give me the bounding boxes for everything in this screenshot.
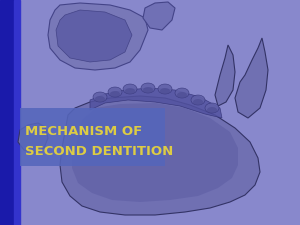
Ellipse shape [141,83,155,93]
Ellipse shape [158,84,172,94]
Bar [14,0,20,225]
Ellipse shape [125,88,135,94]
Polygon shape [60,96,260,215]
Ellipse shape [93,92,107,102]
Ellipse shape [110,91,120,97]
Bar [0,0,14,225]
Polygon shape [235,38,268,118]
Ellipse shape [95,96,105,102]
Polygon shape [215,45,235,106]
Polygon shape [18,123,48,153]
Polygon shape [72,103,238,202]
Ellipse shape [108,87,122,97]
Ellipse shape [175,88,189,98]
Polygon shape [90,88,222,118]
Polygon shape [56,10,132,62]
Ellipse shape [193,99,203,105]
Ellipse shape [205,103,219,113]
Polygon shape [48,3,148,70]
Ellipse shape [123,84,137,94]
Ellipse shape [143,87,153,93]
Ellipse shape [207,107,217,113]
Ellipse shape [177,92,187,98]
Ellipse shape [160,88,170,94]
Text: SECOND DENTITION: SECOND DENTITION [25,145,173,158]
Text: MECHANISM OF: MECHANISM OF [25,125,142,138]
Polygon shape [143,2,175,30]
Bar [20,108,165,166]
Ellipse shape [191,95,205,105]
